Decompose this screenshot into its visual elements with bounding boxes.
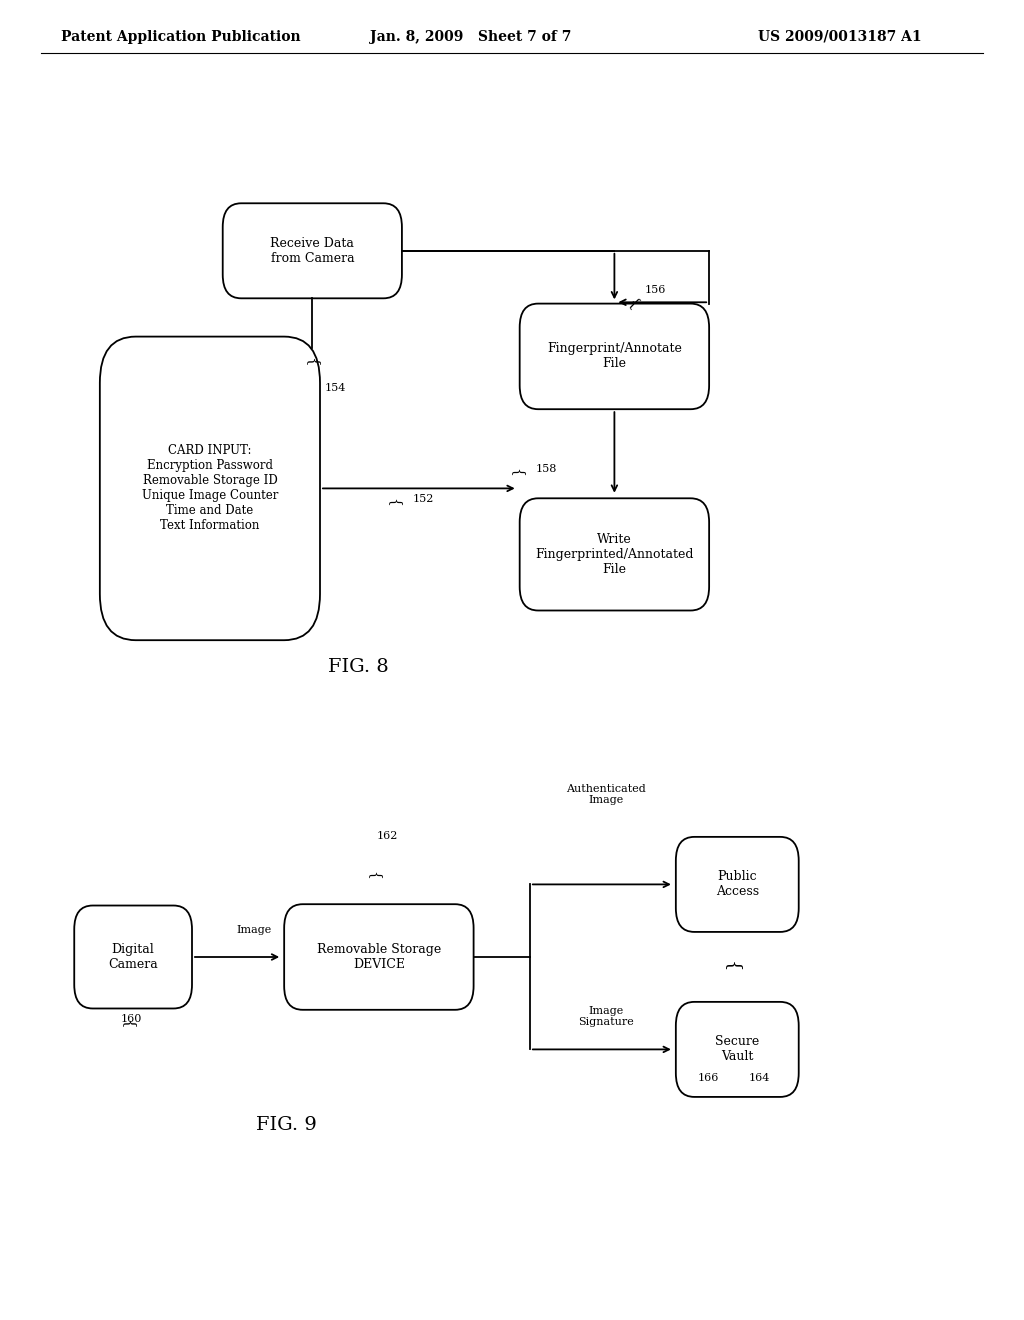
Text: 152: 152 [413, 494, 434, 504]
Text: {: { [625, 296, 641, 312]
Text: 160: 160 [121, 1014, 142, 1024]
Text: 164: 164 [750, 1073, 770, 1084]
Text: Public
Access: Public Access [716, 870, 759, 899]
Text: Authenticated
Image: Authenticated Image [566, 784, 646, 805]
Text: Patent Application Publication: Patent Application Publication [61, 30, 301, 44]
Text: Digital
Camera: Digital Camera [109, 942, 158, 972]
Text: {: { [387, 499, 401, 507]
Text: 156: 156 [645, 285, 667, 296]
Text: FIG. 8: FIG. 8 [328, 657, 389, 676]
Text: 166: 166 [698, 1073, 719, 1084]
Text: US 2009/0013187 A1: US 2009/0013187 A1 [758, 30, 922, 44]
FancyBboxPatch shape [223, 203, 401, 298]
Text: CARD INPUT:
Encryption Password
Removable Storage ID
Unique Image Counter
Time a: CARD INPUT: Encryption Password Removabl… [141, 445, 279, 532]
Text: Jan. 8, 2009   Sheet 7 of 7: Jan. 8, 2009 Sheet 7 of 7 [371, 30, 571, 44]
Text: {: { [305, 356, 319, 367]
Text: Receive Data
from Camera: Receive Data from Camera [270, 236, 354, 265]
Text: {: { [367, 871, 381, 879]
FancyBboxPatch shape [676, 1002, 799, 1097]
Text: 162: 162 [377, 830, 397, 841]
Text: {: { [723, 961, 741, 973]
Text: Image
Signature: Image Signature [579, 1006, 634, 1027]
Text: Fingerprint/Annotate
File: Fingerprint/Annotate File [547, 342, 682, 371]
Text: Removable Storage
DEVICE: Removable Storage DEVICE [316, 942, 441, 972]
Text: {: { [510, 469, 524, 477]
FancyBboxPatch shape [99, 337, 319, 640]
Text: FIG. 9: FIG. 9 [256, 1115, 317, 1134]
FancyBboxPatch shape [519, 499, 709, 610]
Text: Write
Fingerprinted/Annotated
File: Write Fingerprinted/Annotated File [536, 533, 693, 576]
Text: {: { [121, 1019, 135, 1030]
FancyBboxPatch shape [75, 906, 193, 1008]
FancyBboxPatch shape [519, 304, 709, 409]
Text: Image: Image [237, 924, 271, 935]
FancyBboxPatch shape [676, 837, 799, 932]
Text: Secure
Vault: Secure Vault [715, 1035, 760, 1064]
Text: 158: 158 [536, 463, 557, 474]
Text: 154: 154 [325, 383, 346, 393]
FancyBboxPatch shape [284, 904, 473, 1010]
